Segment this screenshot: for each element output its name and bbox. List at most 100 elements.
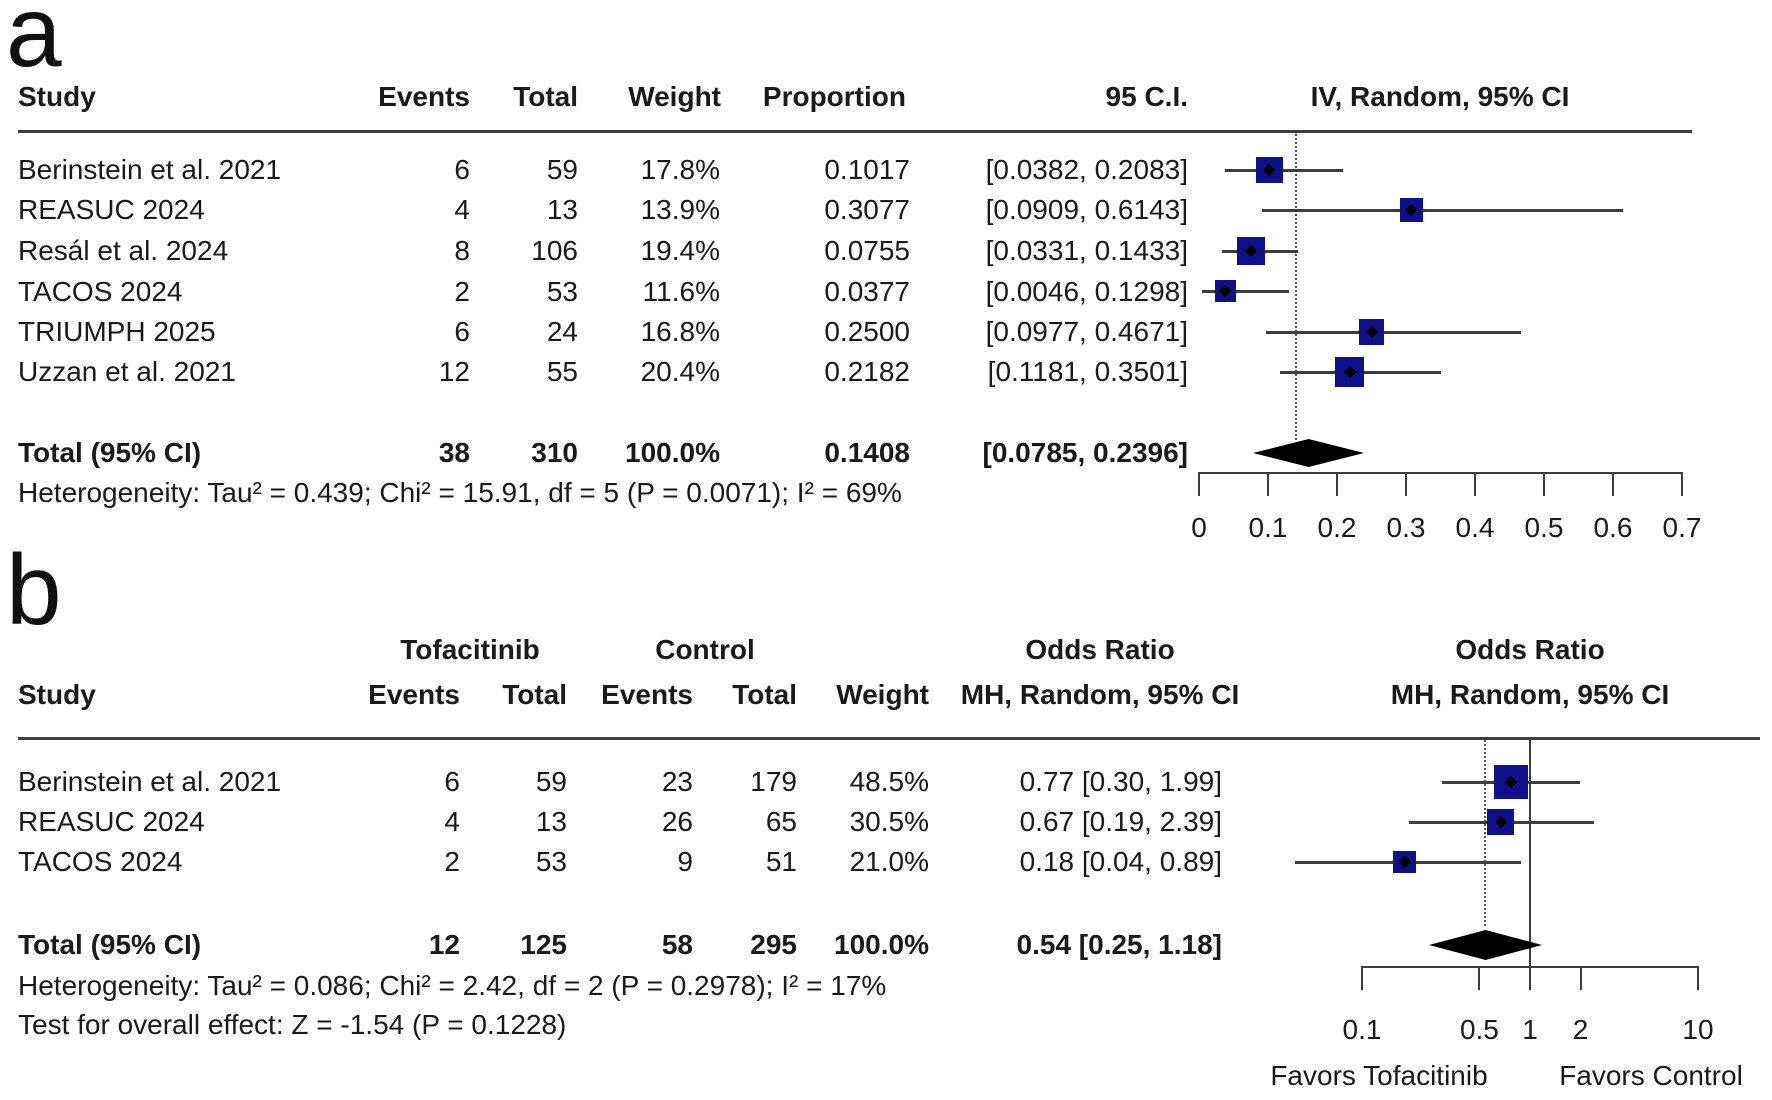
or-cell: 0.77 [0.30, 1.99]	[1019, 766, 1222, 797]
total-total1-cell: 125	[520, 929, 567, 960]
events1-cell: 6	[444, 766, 460, 797]
col-header-total2: Total	[732, 679, 797, 710]
col-header-events2: Events	[601, 679, 693, 710]
total-row-label: Total (95% CI)	[18, 437, 202, 468]
heterogeneity-text-b: Heterogeneity: Tau² = 0.086; Chi² = 2.42…	[18, 970, 887, 1001]
total-cell: 13	[546, 194, 578, 225]
null-effect-line	[1529, 740, 1531, 966]
summary-diamond	[1428, 930, 1543, 960]
plot-column-header-line1: Odds Ratio	[1455, 634, 1605, 665]
axis-tick-label: 2	[1572, 1014, 1589, 1045]
axis-tick	[1336, 472, 1338, 496]
axis-tick-label: 0.6	[1593, 512, 1633, 543]
weight-cell: 17.8%	[640, 154, 720, 185]
events-cell: 6	[454, 154, 470, 185]
axis-line	[1199, 472, 1682, 474]
group-header-control: Control	[655, 634, 755, 665]
heterogeneity-text-a: Heterogeneity: Tau² = 0.439; Chi² = 15.9…	[18, 477, 902, 508]
col-header-weight: Weight	[836, 679, 929, 710]
events-cell: 4	[454, 194, 470, 225]
proportion-cell: 0.2182	[824, 356, 910, 387]
axis-tick-label: 0.4	[1455, 512, 1495, 543]
col-header-events: Events	[378, 81, 470, 112]
axis-tick-label: 0.3	[1386, 512, 1426, 543]
total-or-cell: 0.54 [0.25, 1.18]	[1016, 929, 1222, 960]
study-label: TACOS 2024	[18, 276, 183, 307]
plot-column-header-line2: MH, Random, 95% CI	[1390, 679, 1670, 710]
weight-cell: 20.4%	[640, 356, 720, 387]
axis-tick-label: 0	[1191, 512, 1207, 543]
axis-tick	[1697, 966, 1699, 990]
col-header-total: Total	[513, 81, 578, 112]
total2-cell: 179	[750, 766, 797, 797]
total-total2-cell: 295	[750, 929, 797, 960]
weight-cell: 21.0%	[849, 846, 929, 877]
header-rule-b	[18, 737, 1760, 740]
events-cell: 8	[454, 235, 470, 266]
total-events2-cell: 58	[661, 929, 693, 960]
total-events-cell: 38	[438, 437, 470, 468]
study-label: Uzzan et al. 2021	[18, 356, 236, 387]
ci-cell: [0.1181, 0.3501]	[987, 356, 1188, 387]
total-ci-cell: [0.0785, 0.2396]	[982, 437, 1189, 468]
summary-diamond	[1253, 439, 1365, 467]
ci-cell: [0.0046, 0.1298]	[985, 276, 1188, 307]
proportion-cell: 0.1017	[824, 154, 910, 185]
axis-tick-label: 0.5	[1524, 512, 1564, 543]
pooled-estimate-line	[1484, 740, 1487, 926]
axis-tick-label: 0.1	[1248, 512, 1288, 543]
weight-cell: 19.4%	[640, 235, 720, 266]
events2-cell: 23	[661, 766, 693, 797]
or-column-header-line2: MH, Random, 95% CI	[960, 679, 1240, 710]
total-cell: 53	[546, 276, 578, 307]
col-header-proportion: Proportion	[762, 81, 906, 112]
events1-cell: 2	[444, 846, 460, 877]
col-header-study: Study	[18, 81, 96, 112]
events1-cell: 4	[444, 806, 460, 837]
axis-tick	[1198, 472, 1200, 496]
axis-tick	[1579, 966, 1582, 990]
weight-cell: 16.8%	[640, 316, 720, 347]
events-cell: 2	[454, 276, 470, 307]
total-total-cell: 310	[531, 437, 578, 468]
total-events1-cell: 12	[428, 929, 460, 960]
events-cell: 6	[454, 316, 470, 347]
axis-tick	[1474, 472, 1476, 496]
study-label: REASUC 2024	[18, 806, 205, 837]
total-proportion-cell: 0.1408	[824, 437, 910, 468]
group-header-tofacitinib: Tofacitinib	[400, 634, 540, 665]
proportion-cell: 0.3077	[824, 194, 910, 225]
study-label: Berinstein et al. 2021	[18, 154, 282, 185]
study-label: Berinstein et al. 2021	[18, 766, 282, 797]
pooled-estimate-line	[1295, 134, 1298, 440]
col-header-events1: Events	[368, 679, 460, 710]
axis-tick	[1478, 966, 1481, 990]
total2-cell: 65	[765, 806, 797, 837]
axis-tick	[1267, 472, 1269, 496]
favors-left-label: Favors Tofacitinib	[1270, 1060, 1488, 1091]
axis-tick-label: 0.7	[1662, 512, 1702, 543]
total-cell: 106	[531, 235, 578, 266]
panel-b-label: b	[6, 534, 62, 646]
weight-cell: 48.5%	[849, 766, 929, 797]
ci-line	[1266, 330, 1522, 334]
events-cell: 12	[438, 356, 470, 387]
ci-line	[1202, 289, 1289, 293]
study-label: REASUC 2024	[18, 194, 205, 225]
or-column-header-line1: Odds Ratio	[1025, 634, 1175, 665]
total-weight-cell: 100.0%	[834, 929, 929, 960]
total-cell: 55	[546, 356, 578, 387]
ci-cell: [0.0977, 0.4671]	[985, 316, 1188, 347]
axis-tick	[1405, 472, 1407, 496]
axis-tick-label: 0.1	[1342, 1014, 1382, 1045]
proportion-cell: 0.2500	[824, 316, 910, 347]
overall-effect-text: Test for overall effect: Z = -1.54 (P = …	[18, 1009, 567, 1040]
events2-cell: 26	[661, 806, 693, 837]
axis-tick-label: 0.2	[1317, 512, 1357, 543]
total1-cell: 13	[535, 806, 567, 837]
axis-tick-label: 0.5	[1459, 1014, 1499, 1045]
study-label: TRIUMPH 2025	[18, 316, 216, 347]
proportion-cell: 0.0755	[824, 235, 910, 266]
axis-tick-label: 10	[1682, 1014, 1714, 1045]
study-label: Resál et al. 2024	[18, 235, 229, 266]
